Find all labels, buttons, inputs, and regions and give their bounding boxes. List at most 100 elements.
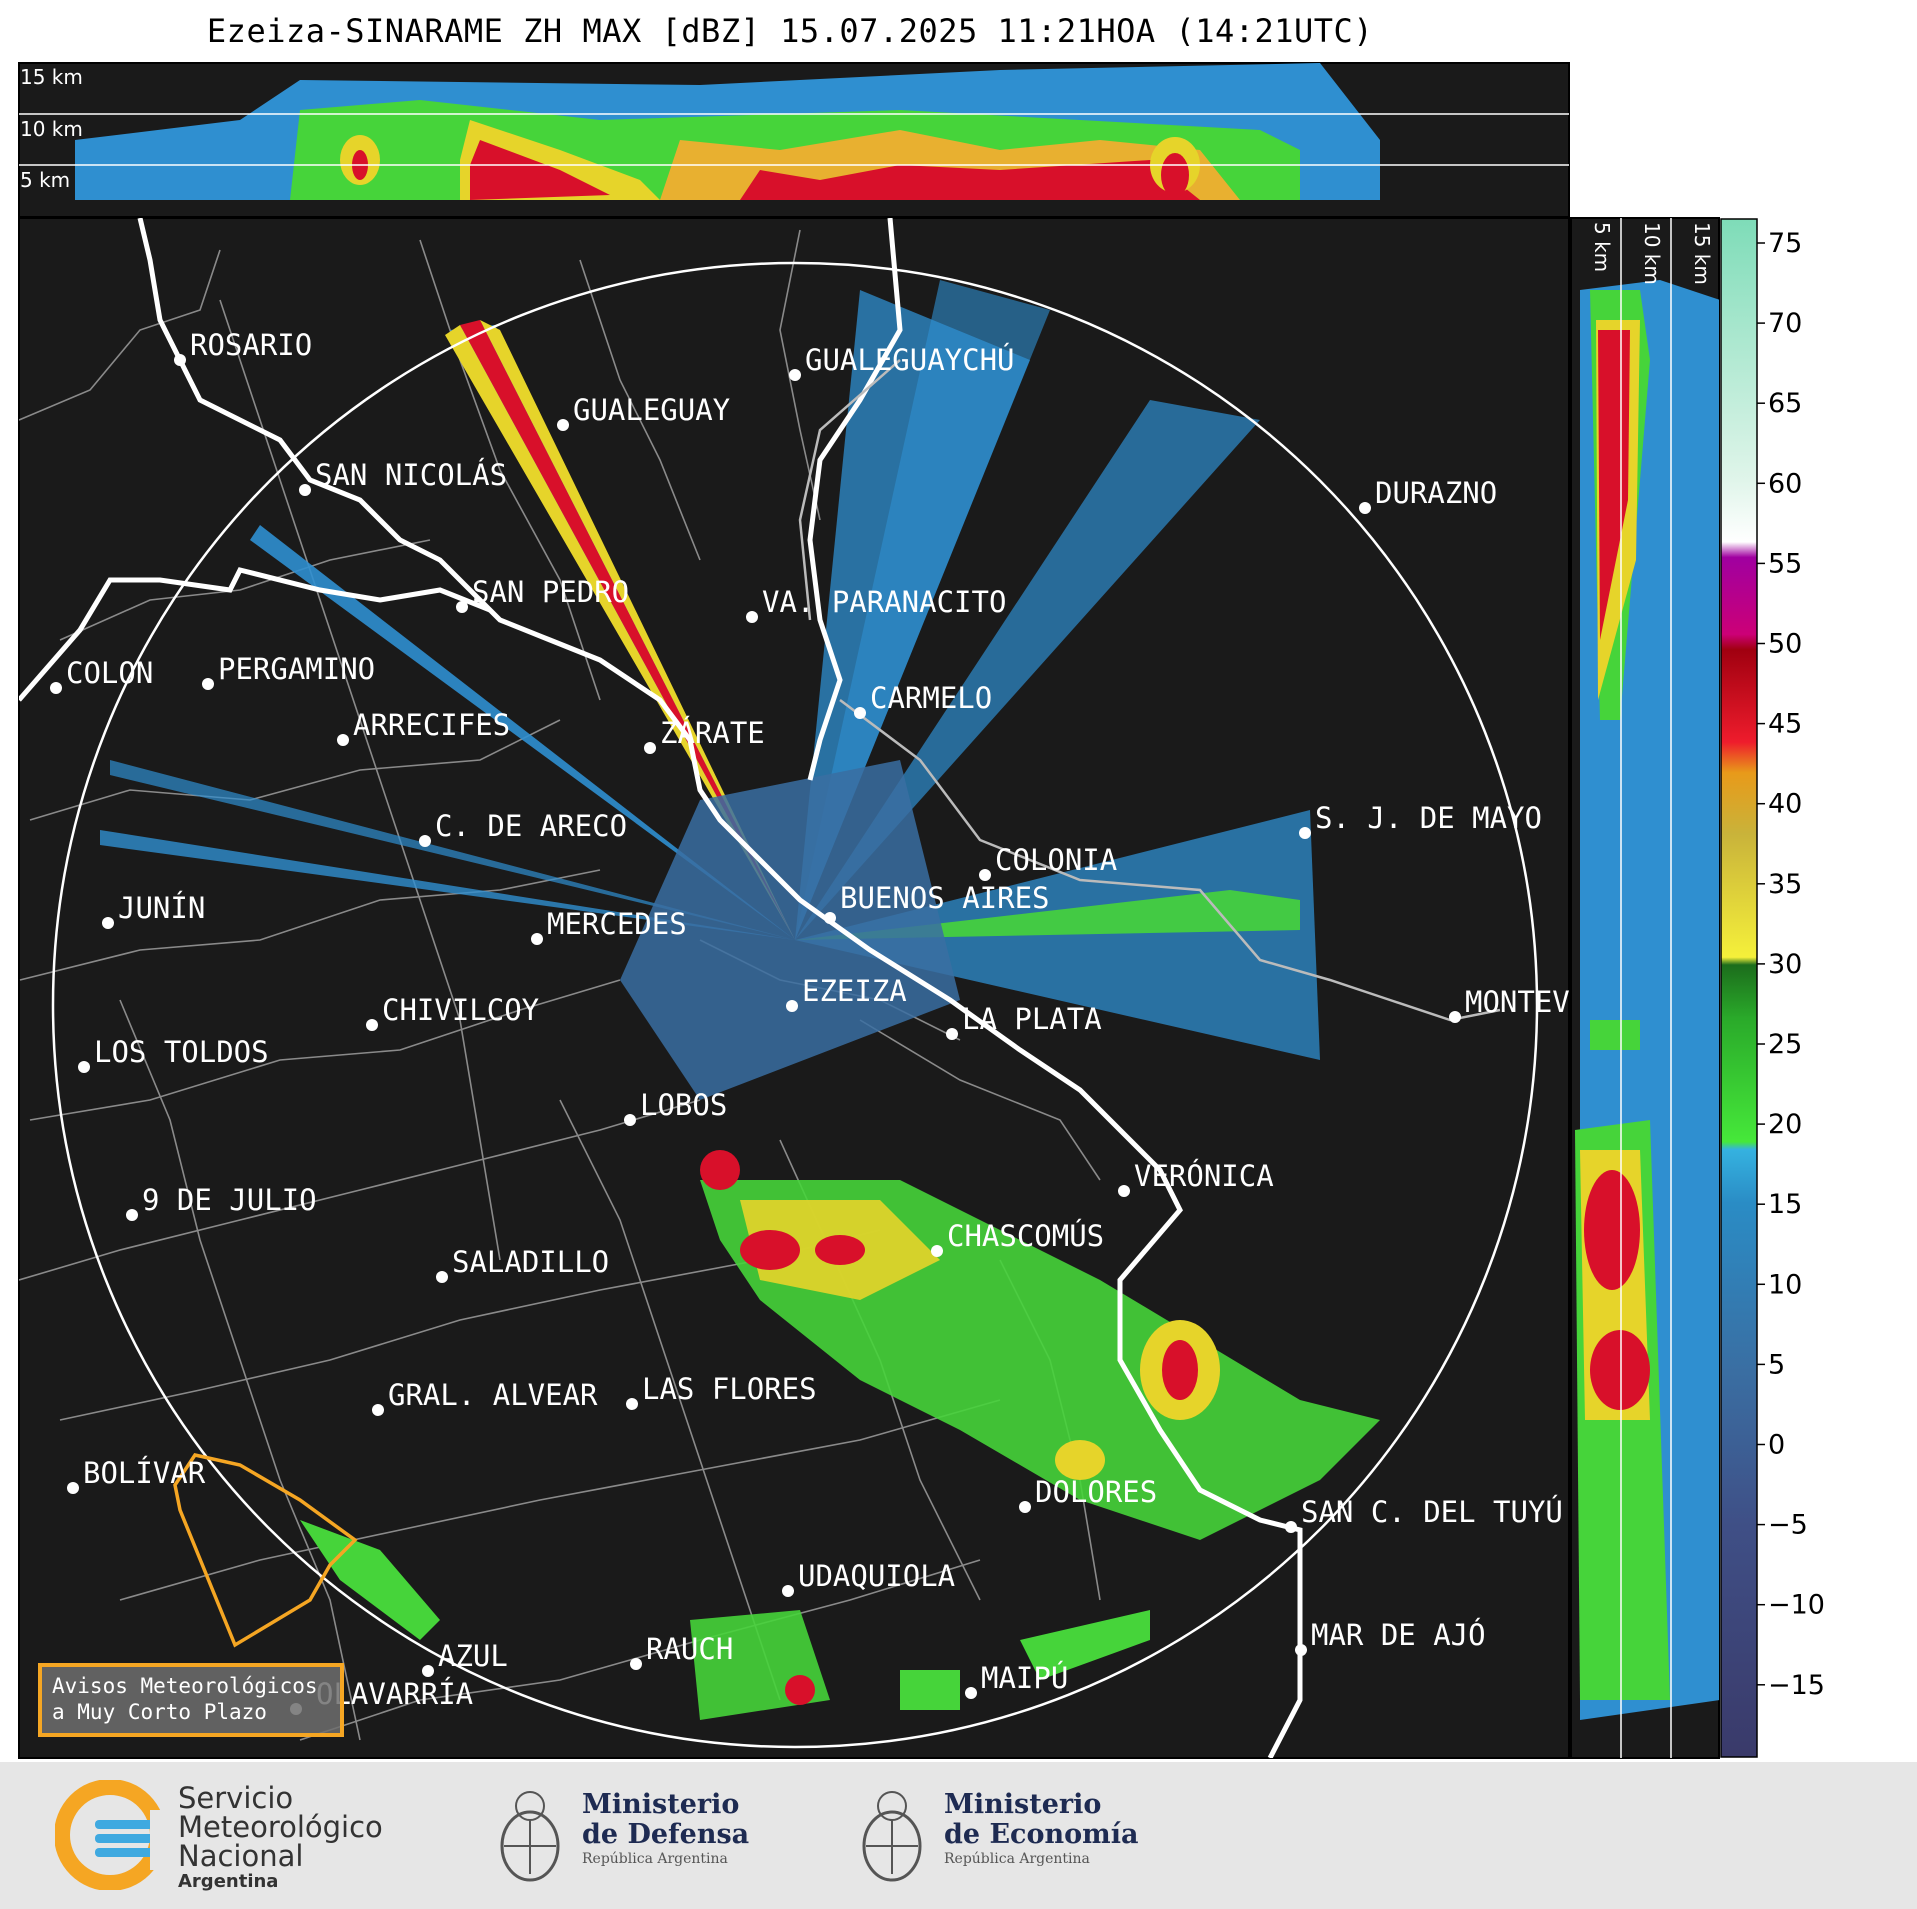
economia-line2: de Economía <box>944 1819 1139 1850</box>
colorbar-tick-label: 35 <box>1768 869 1802 900</box>
city-label: VA. PARANACITO <box>762 585 1006 619</box>
smn-line3: Nacional <box>178 1839 304 1873</box>
city-dot <box>557 419 569 431</box>
defensa-logo-text: Ministerio de Defensa República Argentin… <box>582 1790 749 1868</box>
city-label: SAN C. DEL TUYÚ <box>1301 1495 1563 1529</box>
colorbar-tick-label: −5 <box>1768 1510 1808 1541</box>
city-label: MONTEV <box>1465 985 1570 1019</box>
city-label: PERGAMINO <box>218 652 375 686</box>
city-label: RAUCH <box>646 1632 733 1666</box>
city-label: COLON <box>66 656 153 690</box>
city-label: GRAL. ALVEAR <box>388 1378 598 1412</box>
colorbar-tick-label: 15 <box>1768 1189 1802 1220</box>
colorbar-tick-label: 20 <box>1768 1109 1802 1140</box>
city-label: 9 DE JULIO <box>142 1183 317 1217</box>
colorbar-tick-label: 0 <box>1768 1430 1785 1461</box>
top-alt-label-10: 10 km <box>20 117 83 141</box>
city-dot <box>965 1687 977 1699</box>
city-dot <box>337 734 349 746</box>
top-alt-label-5: 5 km <box>20 168 70 192</box>
footer-logos: Servicio Meteorológico Nacional Argentin… <box>0 1762 1917 1909</box>
city-label: LOBOS <box>640 1088 727 1122</box>
smn-line4: Argentina <box>178 1871 279 1892</box>
side-alt-label-10: 10 km <box>1640 222 1664 285</box>
city-label: CHIVILCOY <box>382 993 539 1027</box>
city-label: CHASCOMÚS <box>947 1219 1104 1253</box>
colorbar-tick-label: 5 <box>1768 1349 1785 1380</box>
city-label: CARMELO <box>870 681 992 715</box>
coat-of-arms-icon <box>862 1791 922 1882</box>
city-dot <box>786 1000 798 1012</box>
city-label: GUALEGUAYCHÚ <box>805 343 1015 377</box>
city-dot <box>1359 502 1371 514</box>
city-dot <box>78 1061 90 1073</box>
city-dot <box>782 1585 794 1597</box>
city-dot <box>824 912 836 924</box>
economia-logo-text: Ministerio de Economía República Argenti… <box>944 1790 1138 1868</box>
economia-line1: Ministerio <box>944 1789 1102 1820</box>
smn-line1: Servicio <box>178 1781 294 1815</box>
city-dot <box>372 1404 384 1416</box>
radar-map-panel: ROSARIO GUALEGUAYCHÚ GUALEGUAY SAN NICOLÁS D… <box>18 217 1570 1759</box>
city-label: ZÁRATE <box>660 716 765 750</box>
colorbar-tick-label: 45 <box>1768 709 1802 740</box>
city-label: LA PLATA <box>962 1002 1102 1036</box>
city-dot <box>1118 1185 1130 1197</box>
city-dot <box>67 1482 79 1494</box>
side-alt-label-5: 5 km <box>1590 222 1614 272</box>
city-label: JUNÍN <box>118 891 205 925</box>
city-dot <box>644 742 656 754</box>
city-dot <box>50 682 62 694</box>
map-title: Ezeiza-SINARAME ZH MAX [dBZ] 15.07.2025 … <box>206 12 1374 50</box>
coat-of-arms-icon <box>500 1791 560 1882</box>
city-dot <box>366 1019 378 1031</box>
city-dot <box>456 601 468 613</box>
warning-polygon[interactable] <box>173 1453 358 1648</box>
coastline-grey <box>798 359 1501 1022</box>
colorbar-tick-label: −15 <box>1768 1670 1825 1701</box>
city-label: ROSARIO <box>190 328 312 362</box>
city-label: VERÓNICA <box>1134 1159 1274 1193</box>
side-cross-section-panel: 5 km 10 km 15 km <box>1570 217 1720 1759</box>
city-dot <box>1295 1644 1307 1656</box>
city-label: SAN NICOLÁS <box>315 458 507 492</box>
city-label: DURAZNO <box>1375 476 1497 510</box>
city-label: DOLORES <box>1035 1475 1157 1509</box>
admin-boundaries <box>19 229 1101 1741</box>
smn-logo-text: Servicio Meteorológico Nacional Argentin… <box>178 1784 383 1893</box>
city-dot <box>1449 1011 1461 1023</box>
city-dot <box>626 1398 638 1410</box>
city-dot <box>624 1114 636 1126</box>
city-label: GUALEGUAY <box>573 393 730 427</box>
city-label: UDAQUIOLA <box>798 1559 955 1593</box>
city-label: COLONIA <box>995 843 1117 877</box>
city-dot <box>299 484 311 496</box>
city-label: MAR DE AJÓ <box>1311 1618 1486 1652</box>
city-label: SAN PEDRO <box>472 575 629 609</box>
city-dot <box>630 1658 642 1670</box>
side-alt-label-15: 15 km <box>1690 222 1714 285</box>
city-markers: ROSARIO GUALEGUAYCHÚ GUALEGUAY SAN NICOLÁS D… <box>50 328 1570 1715</box>
city-label: EZEIZA <box>802 974 907 1008</box>
defensa-line1: Ministerio <box>582 1789 740 1820</box>
alert-legend-line2: a Muy Corto Plazo <box>52 1700 267 1724</box>
top-cross-section-panel: 15 km 10 km 5 km <box>18 62 1570 218</box>
city-label: MAIPÚ <box>981 1661 1068 1695</box>
city-label: BOLÍVAR <box>83 1456 206 1490</box>
city-dot <box>1299 827 1311 839</box>
defensa-line2: de Defensa <box>582 1819 750 1850</box>
colorbar-tick-label: 40 <box>1768 789 1802 820</box>
city-dot <box>531 933 543 945</box>
city-label: BUENOS AIRES <box>840 881 1050 915</box>
smn-line2: Meteorológico <box>178 1810 383 1844</box>
colorbar-tick-label: 30 <box>1768 949 1802 980</box>
alert-legend[interactable]: Avisos Meteorológicos a Muy Corto Plazo <box>38 1663 344 1737</box>
colorbar-tick-label: 55 <box>1768 548 1802 579</box>
city-dot <box>946 1028 958 1040</box>
city-label: C. DE ARECO <box>435 809 627 843</box>
radar-echoes <box>100 280 1380 1720</box>
city-dot <box>202 678 214 690</box>
